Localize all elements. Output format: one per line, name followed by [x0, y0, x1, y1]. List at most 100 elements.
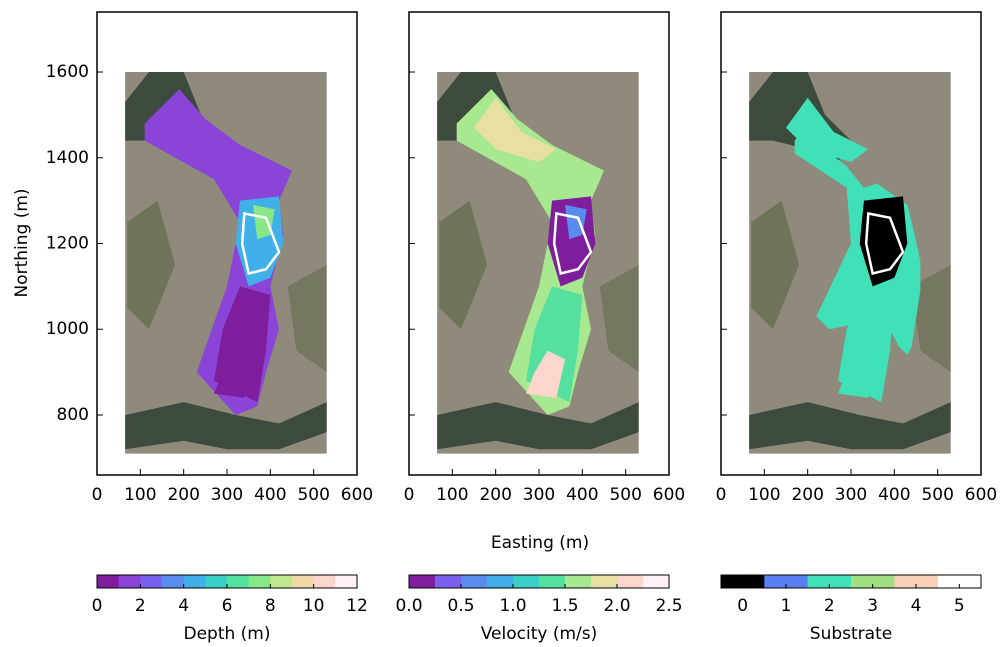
colorbar-tick-label: 1 — [781, 596, 792, 616]
model-field-zone — [565, 204, 587, 240]
colorbar-tick-label: 2 — [824, 596, 835, 616]
x-tick-label: 200 — [167, 485, 199, 505]
colorbar-segment — [937, 575, 982, 588]
colorbar-tick-label: 3 — [867, 596, 878, 616]
study-site-outline — [240, 211, 281, 276]
colorbar-segment — [591, 575, 618, 588]
colorbar-segment — [97, 575, 120, 588]
vegetation — [751, 200, 799, 330]
model-field-zone — [214, 350, 253, 398]
colorbar-segment — [487, 575, 514, 588]
vegetation — [599, 264, 639, 373]
y-axis-label: Northing (m) — [12, 188, 32, 297]
study-site-outline — [552, 211, 593, 276]
river — [125, 402, 327, 450]
y-tick-label: 1200 — [46, 234, 89, 254]
x-tick-label: 600 — [965, 485, 997, 505]
x-tick-label: 400 — [254, 485, 286, 505]
x-tick-label: 0 — [716, 485, 727, 505]
colorbar-segment — [162, 575, 185, 588]
model-field-zone — [253, 204, 275, 240]
colorbar-segment — [313, 575, 336, 588]
x-tick-label: 600 — [653, 485, 685, 505]
colorbar-label: Velocity (m/s) — [481, 624, 598, 644]
colorbar-segment — [851, 575, 895, 588]
x-axis-label: Easting (m) — [491, 533, 589, 553]
y-tick-label: 1400 — [46, 148, 89, 168]
x-tick-label: 300 — [523, 485, 555, 505]
vegetation — [127, 200, 175, 330]
colorbar-segment — [292, 575, 315, 588]
x-tick-label: 600 — [341, 485, 373, 505]
colorbar-tick-label: 2 — [135, 596, 146, 616]
y-tick-label: 1000 — [46, 319, 89, 339]
x-tick-label: 0 — [92, 485, 103, 505]
colorbar-tick-label: 6 — [222, 596, 233, 616]
colorbar-tick-label: 12 — [346, 596, 368, 616]
x-tick-label: 100 — [748, 485, 780, 505]
model-field-zone — [162, 97, 245, 163]
colorbar-tick-label: 2.5 — [655, 596, 682, 616]
x-tick-label: 400 — [566, 485, 598, 505]
colorbar-segment — [565, 575, 592, 588]
colorbar-tick-label: 2.0 — [603, 596, 630, 616]
x-tick-label: 500 — [609, 485, 641, 505]
colorbar-segment — [894, 575, 939, 588]
model-field-zone — [526, 350, 565, 398]
x-tick-label: 200 — [791, 485, 823, 505]
x-tick-label: 300 — [835, 485, 867, 505]
vegetation — [911, 264, 951, 373]
colorbar-segment — [513, 575, 540, 588]
colorbar-segment — [764, 575, 809, 588]
x-tick-label: 200 — [479, 485, 511, 505]
colorbar-tick-label: 0.0 — [395, 596, 422, 616]
colorbar-tick-label: 0 — [92, 596, 103, 616]
x-tick-label: 0 — [404, 485, 415, 505]
colorbar-tick-label: 4 — [178, 596, 189, 616]
colorbar-segment — [617, 575, 644, 588]
x-tick-label: 500 — [297, 485, 329, 505]
colorbar-label: Depth (m) — [183, 624, 270, 644]
river — [437, 402, 639, 450]
colorbar-segment — [183, 575, 206, 588]
y-tick-label: 1600 — [46, 62, 89, 82]
vegetation — [439, 200, 487, 330]
colorbar-segment — [721, 575, 765, 588]
colorbar-tick-label: 1.0 — [499, 596, 526, 616]
colorbar-frame — [720, 574, 982, 589]
colorbar-segment — [205, 575, 228, 588]
colorbar-segment — [248, 575, 271, 588]
colorbar-segment — [643, 575, 670, 588]
colorbar-segment — [270, 575, 293, 588]
colorbar-segment — [409, 575, 436, 588]
x-tick-label: 500 — [921, 485, 953, 505]
colorbar-frame — [408, 574, 670, 589]
x-tick-label: 400 — [878, 485, 910, 505]
colorbar-tick-label: 4 — [911, 596, 922, 616]
x-tick-label: 100 — [124, 485, 156, 505]
model-field-zone — [474, 97, 557, 163]
colorbar-segment — [461, 575, 488, 588]
colorbar-segment — [807, 575, 852, 588]
colorbar-tick-label: 8 — [265, 596, 276, 616]
model-field-zone — [786, 97, 869, 163]
colorbar-segment — [118, 575, 141, 588]
colorbar-label: Substrate — [810, 624, 892, 644]
x-tick-label: 300 — [211, 485, 243, 505]
y-tick-label: 800 — [57, 405, 89, 425]
colorbar-tick-label: 0.5 — [447, 596, 474, 616]
vegetation — [287, 264, 327, 373]
model-field-zone — [838, 350, 877, 398]
river — [749, 402, 951, 450]
x-tick-label: 100 — [436, 485, 468, 505]
colorbar-segment — [227, 575, 250, 588]
colorbar-tick-label: 0 — [737, 596, 748, 616]
colorbar-segment — [539, 575, 566, 588]
colorbar-segment — [435, 575, 462, 588]
colorbar-segment — [335, 575, 358, 588]
model-field-zone — [877, 204, 899, 240]
colorbar-tick-label: 10 — [303, 596, 325, 616]
colorbar-tick-label: 1.5 — [551, 596, 578, 616]
